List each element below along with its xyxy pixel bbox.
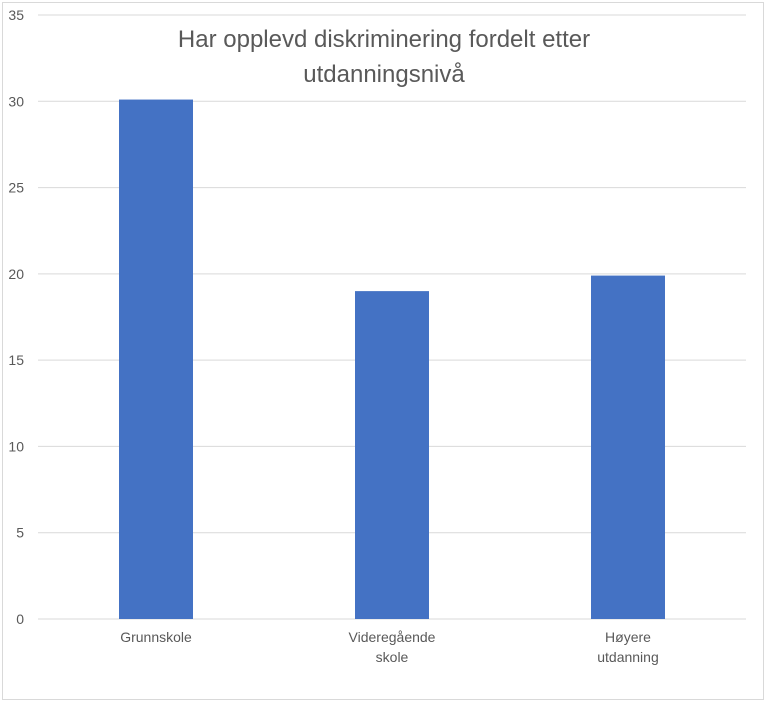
x-axis-category-labels: Grunnskole Videregående skole Høyere utdanni… <box>120 629 659 665</box>
y-tick-label: 15 <box>8 352 24 368</box>
bars <box>119 99 665 619</box>
x-category-label: skole <box>376 649 409 665</box>
chart-title-line-1: Har opplevd diskriminering fordelt etter <box>178 26 590 53</box>
y-tick-label: 5 <box>16 525 24 541</box>
x-category-label: Grunnskole <box>120 629 192 645</box>
y-axis-tick-labels: 0 5 10 15 20 25 30 35 <box>8 7 24 627</box>
y-tick-label: 20 <box>8 266 24 282</box>
y-tick-label: 0 <box>16 611 24 627</box>
chart-title-line-2: utdanningsnivå <box>303 61 465 88</box>
y-tick-label: 35 <box>8 7 24 23</box>
x-category-label: utdanning <box>597 649 659 665</box>
y-tick-label: 30 <box>8 93 24 109</box>
y-tick-label: 10 <box>8 438 24 454</box>
y-tick-label: 25 <box>8 180 24 196</box>
bar <box>119 99 193 619</box>
bar <box>355 291 429 619</box>
x-category-label: Høyere <box>605 629 651 645</box>
bar <box>591 275 665 619</box>
x-category-label: Videregående <box>349 629 436 645</box>
